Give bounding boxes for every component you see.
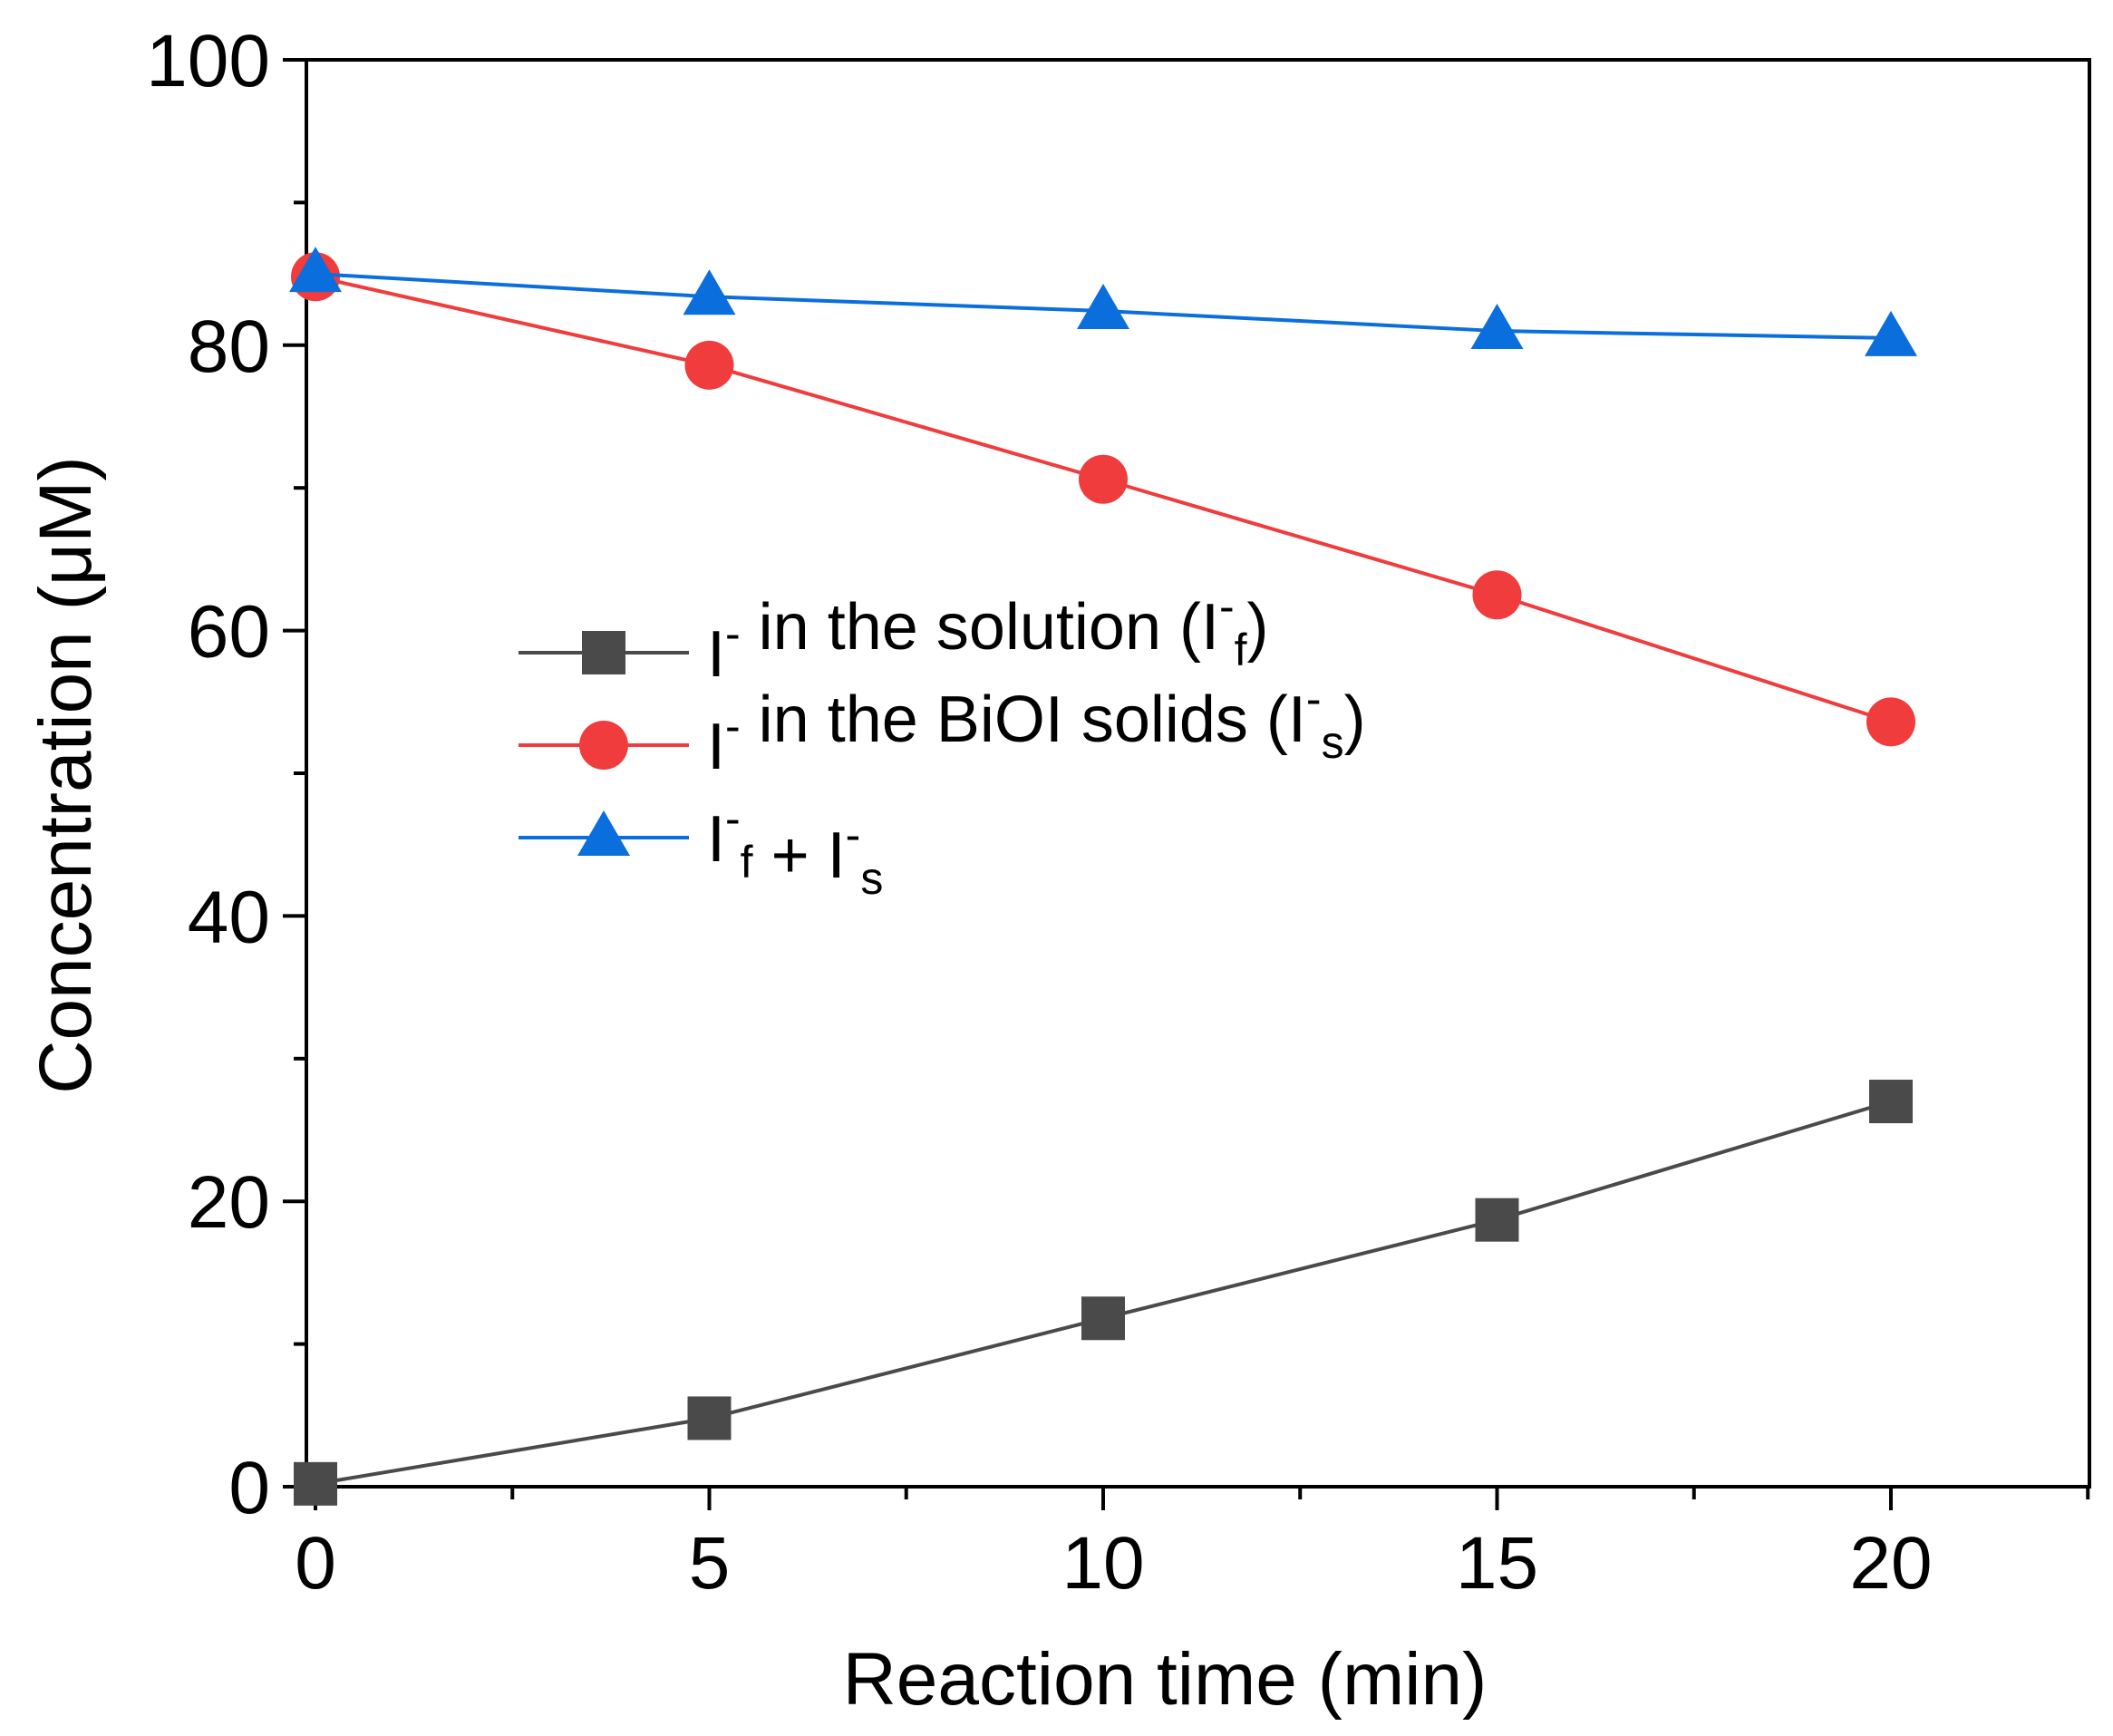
data-point — [1079, 454, 1128, 504]
data-point — [1866, 697, 1915, 747]
y-tick-label: 20 — [188, 1161, 270, 1244]
legend-label: I- in the solution (I-f) — [707, 581, 1269, 691]
data-point — [1470, 304, 1524, 350]
x-tick-label: 15 — [1456, 1522, 1538, 1605]
y-tick-label: 80 — [188, 305, 270, 388]
y-tick-label: 100 — [146, 20, 270, 102]
x-axis-title: Reaction time (min) — [843, 1638, 1488, 1721]
legend-label: I- in the BiOI solids (I-s) — [707, 674, 1366, 783]
data-point — [1081, 1296, 1125, 1341]
legend-marker — [579, 721, 628, 770]
x-tick-label: 0 — [295, 1522, 336, 1605]
series-layer — [289, 247, 1917, 1506]
data-point — [687, 1396, 732, 1440]
data-point — [1475, 1198, 1519, 1242]
legend: I- in the solution (I-f)I- in the BiOI s… — [519, 581, 1366, 904]
legend-item: I- in the solution (I-f) — [519, 581, 1269, 691]
data-point — [1077, 284, 1129, 330]
x-tick-label: 20 — [1849, 1522, 1932, 1605]
data-point — [1869, 1080, 1913, 1124]
data-point — [1472, 570, 1522, 620]
legend-item: I- in the BiOI solids (I-s) — [519, 674, 1366, 783]
legend-marker — [582, 631, 625, 674]
x-tick-label: 10 — [1061, 1522, 1144, 1605]
y-axis-title: Concentration (μM) — [24, 456, 107, 1094]
data-point — [1865, 310, 1917, 356]
legend-item: I-f + I-s — [519, 793, 883, 904]
x-tick-label: 5 — [689, 1522, 731, 1605]
plot-frame — [305, 58, 2091, 1489]
series-triangle — [289, 247, 1917, 356]
legend-label: I-f + I-s — [707, 793, 883, 904]
series-square — [294, 1080, 1913, 1506]
y-tick-label: 0 — [228, 1447, 270, 1529]
data-point — [294, 1461, 337, 1506]
y-tick-label: 40 — [188, 876, 270, 958]
axes: 0 5 10 15 20 0 20 40 60 80 100 — [146, 20, 2091, 1605]
legend-marker — [577, 810, 630, 856]
y-tick-label: 60 — [188, 591, 270, 674]
series-line — [315, 1100, 1892, 1486]
data-point — [683, 269, 736, 315]
data-point — [289, 247, 342, 293]
data-point — [684, 340, 734, 390]
